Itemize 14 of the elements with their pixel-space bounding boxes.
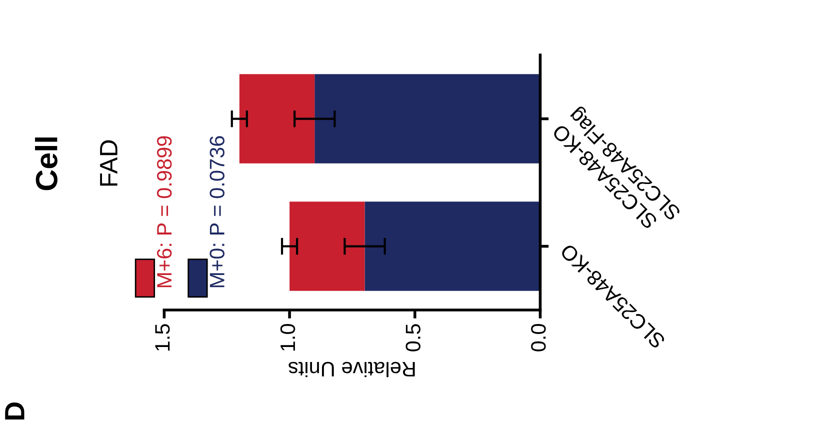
x-axis-title: Relative Units <box>288 362 415 378</box>
bar <box>239 74 315 164</box>
text: M+0: P = 0.0736 <box>210 136 224 288</box>
text: M+6: P = 0.9899 <box>156 136 172 288</box>
bar <box>364 202 540 291</box>
bar <box>290 202 365 291</box>
x-tick-label: 0.0 <box>531 324 546 352</box>
x-tick-label: 0.5 <box>406 324 420 352</box>
bar <box>314 74 540 164</box>
x-tick-label: 1.5 <box>155 324 170 351</box>
legend-title: FAD <box>100 140 118 186</box>
text: D <box>5 402 24 420</box>
text: Cell <box>35 138 58 190</box>
x-tick-label: 1.0 <box>280 324 296 351</box>
